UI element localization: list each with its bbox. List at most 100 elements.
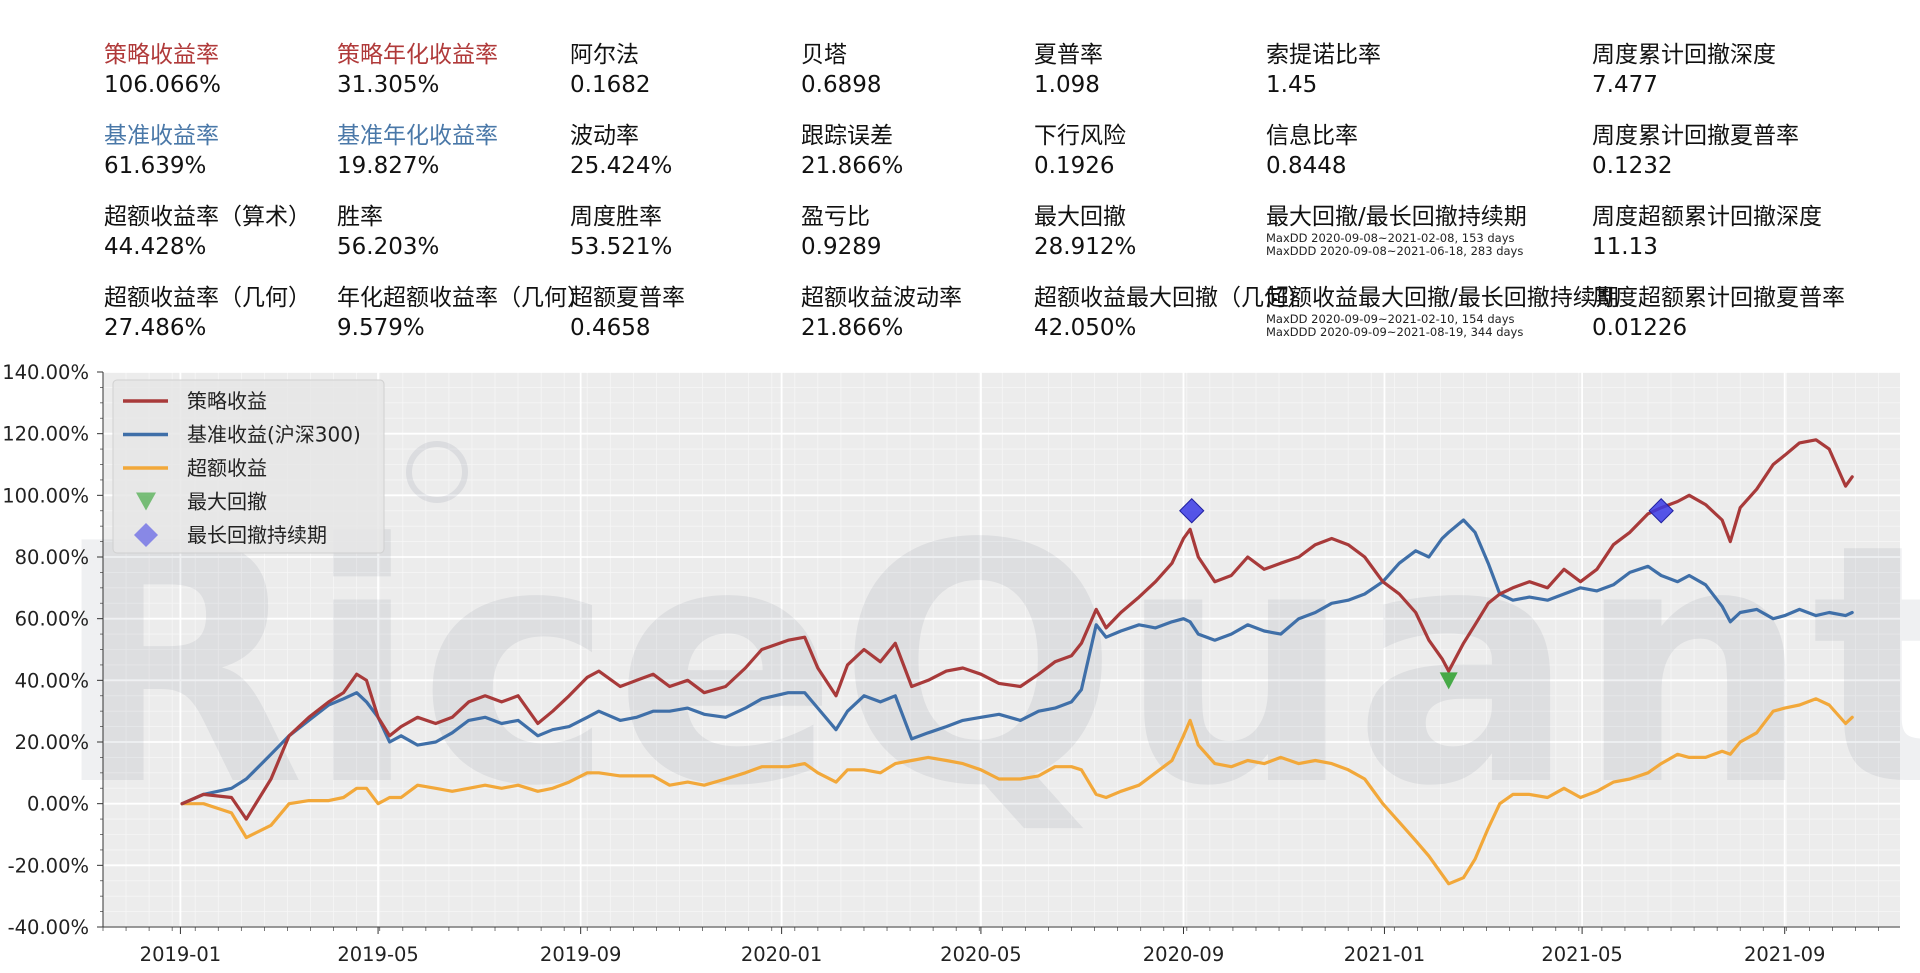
metric-value: 0.01226: [1592, 315, 1688, 341]
metric-value: 0.6898: [801, 72, 882, 98]
metric-value: 1.098: [1034, 72, 1100, 98]
metric-value: 1.45: [1266, 72, 1318, 98]
x-tick-label: 2020-05: [940, 943, 1021, 966]
metric-value: 0.1232: [1592, 153, 1673, 179]
metric-detail: MaxDDD 2020-09-08~2021-06-18, 283 days: [1266, 244, 1524, 258]
max-drawdown-marker: [1439, 672, 1458, 690]
series-line-strategy: [180, 438, 1854, 821]
x-tick-label: 2021-09: [1744, 943, 1825, 966]
metric-label: 超额收益率（几何）: [104, 285, 311, 311]
metric-value: 21.866%: [801, 315, 904, 341]
metric-value: 0.1682: [570, 72, 651, 98]
metric-label: 基准年化收益率: [337, 123, 498, 149]
metric-26: 超额收益最大回撤/最长回撤持续期 MaxDD 2020-09-09~2021-02…: [1266, 283, 1619, 339]
metric-9: 波动率 25.424%: [570, 121, 830, 181]
metric-value: 42.050%: [1034, 315, 1137, 341]
metric-label: 年化超额收益率（几何）: [337, 285, 590, 311]
metric-label: 超额收益率（算术）: [104, 204, 311, 230]
metric-value: 27.486%: [104, 315, 207, 341]
metric-label: 信息比率: [1266, 123, 1358, 149]
metric-label: 超额夏普率: [570, 285, 685, 311]
y-tick-label: 40.00%: [15, 669, 89, 692]
series-line-excess: [180, 697, 1854, 886]
metric-label: 周度超额累计回撤深度: [1592, 204, 1822, 230]
y-tick-label: 100.00%: [2, 484, 89, 507]
metric-value: 53.521%: [570, 234, 673, 260]
metric-detail: MaxDDD 2020-09-09~2021-08-19, 344 days: [1266, 325, 1524, 339]
metric-27: 周度超额累计回撤夏普率 0.01226: [1592, 283, 1852, 343]
x-tick-label: 2019-01: [140, 943, 221, 966]
metric-value: 0.4658: [570, 315, 651, 341]
legend-label: 最长回撤持续期: [187, 523, 327, 547]
metric-value: 9.579%: [337, 315, 425, 341]
metric-value: 7.477: [1592, 72, 1658, 98]
metric-8: 基准年化收益率 19.827%: [337, 121, 597, 181]
metric-value: 19.827%: [337, 153, 440, 179]
series-line-benchmark: [180, 518, 1854, 806]
metric-label: 周度超额累计回撤夏普率: [1592, 285, 1845, 311]
x-tick-label: 2020-09: [1143, 943, 1224, 966]
metric-value: 0.8448: [1266, 153, 1347, 179]
y-tick-label: 0.00%: [27, 793, 89, 816]
metric-label: 夏普率: [1034, 42, 1103, 68]
metric-value: 21.866%: [801, 153, 904, 179]
metric-7: 基准收益率 61.639%: [104, 121, 364, 181]
metric-label: 基准收益率: [104, 123, 219, 149]
metric-12: 信息比率 0.8448: [1266, 121, 1526, 181]
y-tick-label: 140.00%: [2, 361, 89, 384]
metric-21: 超额收益率（几何） 27.486%: [104, 283, 364, 343]
legend-label: 超额收益: [187, 456, 267, 480]
y-tick-label: 80.00%: [15, 546, 89, 569]
metric-value: 0.1926: [1034, 153, 1115, 179]
metric-2: 阿尔法 0.1682: [570, 40, 830, 100]
metric-16: 周度胜率 53.521%: [570, 202, 830, 262]
metric-label: 策略年化收益率: [337, 42, 498, 68]
y-tick-label: 60.00%: [15, 608, 89, 631]
metric-label: 策略收益率: [104, 42, 219, 68]
longest-drawdown-marker: [1648, 498, 1674, 524]
y-tick-label: -20.00%: [8, 854, 89, 877]
watermark-mark: [406, 441, 468, 503]
metric-label: 最大回撤/最长回撤持续期: [1266, 204, 1527, 230]
metric-11: 下行风险 0.1926: [1034, 121, 1294, 181]
metric-10: 跟踪误差 21.866%: [801, 121, 1061, 181]
y-tick-label: 120.00%: [2, 423, 89, 446]
legend-label: 基准收益(沪深300): [187, 423, 361, 447]
metric-20: 周度超额累计回撤深度 11.13: [1592, 202, 1852, 262]
metric-label: 阿尔法: [570, 42, 639, 68]
metric-value: 44.428%: [104, 234, 207, 260]
metric-label: 超额收益最大回撤（几何）: [1034, 285, 1310, 311]
metric-label: 超额收益最大回撤/最长回撤持续期: [1266, 285, 1619, 311]
metric-label: 贝塔: [801, 42, 847, 68]
metric-17: 盈亏比 0.9289: [801, 202, 1061, 262]
metric-13: 周度累计回撤夏普率 0.1232: [1592, 121, 1852, 181]
metric-15: 胜率 56.203%: [337, 202, 597, 262]
metric-3: 贝塔 0.6898: [801, 40, 1061, 100]
metric-19: 最大回撤/最长回撤持续期 MaxDD 2020-09-08~2021-02-08,…: [1266, 202, 1527, 258]
metric-label: 盈亏比: [801, 204, 870, 230]
metric-value: 11.13: [1592, 234, 1658, 260]
metric-label: 超额收益波动率: [801, 285, 962, 311]
legend-swatch-longest: [134, 523, 158, 547]
metric-value: 61.639%: [104, 153, 207, 179]
metric-label: 胜率: [337, 204, 383, 230]
metric-label: 周度累计回撤夏普率: [1592, 123, 1799, 149]
legend-box: [112, 379, 385, 554]
metric-0: 策略收益率 106.066%: [104, 40, 364, 100]
x-tick-label: 2021-01: [1344, 943, 1425, 966]
metric-25: 超额收益最大回撤（几何） 42.050%: [1034, 283, 1310, 343]
legend-swatch-maxdd: [136, 492, 156, 511]
metric-label: 波动率: [570, 123, 639, 149]
metric-14: 超额收益率（算术） 44.428%: [104, 202, 364, 262]
metric-detail: MaxDD 2020-09-09~2021-02-10, 154 days: [1266, 312, 1515, 326]
metric-value: 28.912%: [1034, 234, 1137, 260]
metric-1: 策略年化收益率 31.305%: [337, 40, 597, 100]
metric-detail: MaxDD 2020-09-08~2021-02-08, 153 days: [1266, 231, 1515, 245]
metric-label: 跟踪误差: [801, 123, 893, 149]
metric-label: 周度胜率: [570, 204, 662, 230]
metric-5: 索提诺比率 1.45: [1266, 40, 1526, 100]
y-tick-label: 20.00%: [15, 731, 89, 754]
metric-label: 索提诺比率: [1266, 42, 1381, 68]
x-tick-label: 2019-05: [337, 943, 418, 966]
